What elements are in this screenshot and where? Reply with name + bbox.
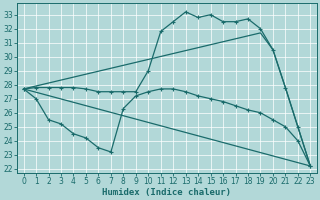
X-axis label: Humidex (Indice chaleur): Humidex (Indice chaleur): [102, 188, 231, 197]
